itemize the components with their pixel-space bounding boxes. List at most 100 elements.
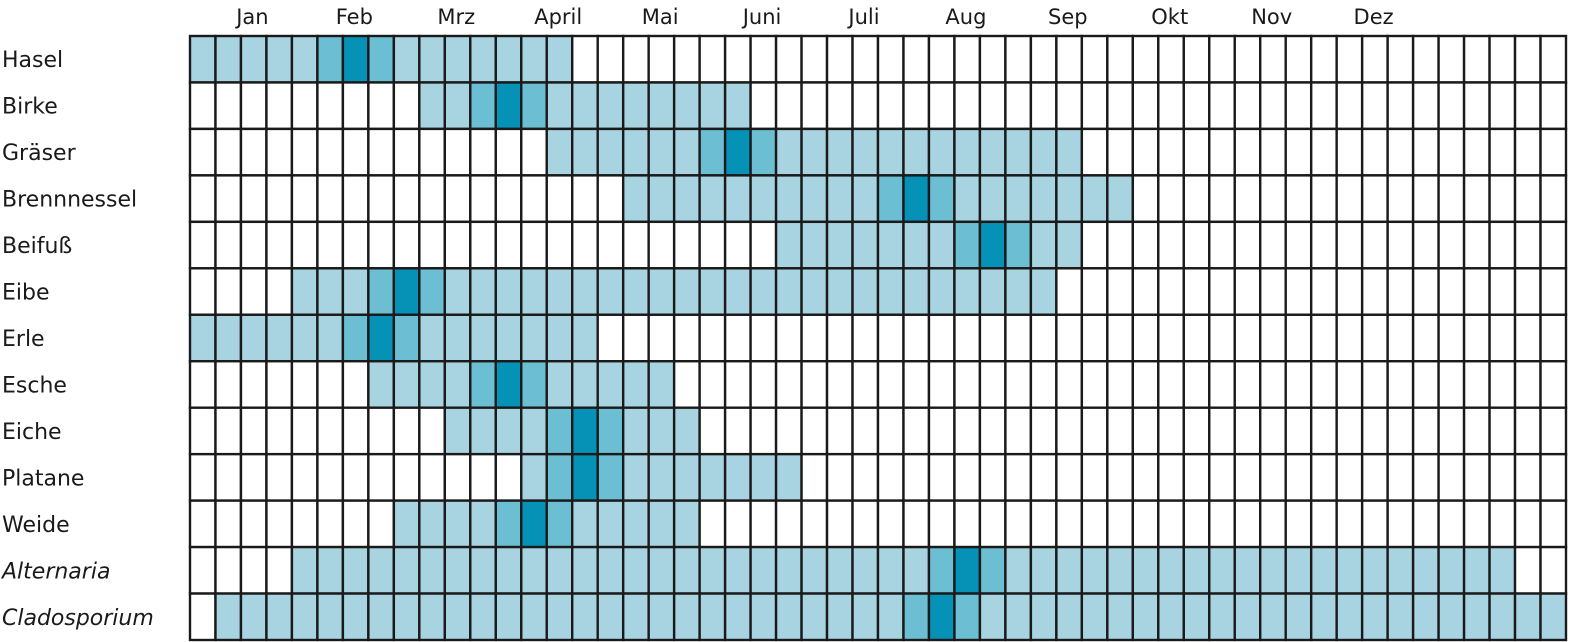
heatmap-cell: [1360, 267, 1389, 316]
heatmap-cell: [316, 313, 345, 363]
heatmap-cell: [316, 174, 345, 224]
heatmap-cell: [367, 174, 396, 224]
heatmap-cell: [749, 34, 778, 84]
heatmap-cell: [443, 127, 472, 177]
heatmap-cell: [800, 313, 829, 363]
heatmap-cell: [1182, 81, 1211, 131]
heatmap-cell: [1106, 592, 1135, 642]
heatmap-cell: [1513, 127, 1542, 177]
heatmap-cell: [290, 545, 319, 595]
heatmap-cell: [239, 174, 268, 224]
heatmap-cell: [851, 499, 880, 549]
heatmap-cell: [1386, 545, 1415, 595]
heatmap-cell: [1106, 360, 1135, 409]
heatmap-cell: [1004, 452, 1033, 502]
heatmap-cell: [953, 220, 982, 270]
heatmap-cell: [1259, 127, 1287, 177]
heatmap-cell: [1411, 220, 1440, 270]
heatmap-cell: [1360, 592, 1389, 642]
heatmap-cell: [290, 360, 319, 409]
heatmap-cell: [1004, 127, 1033, 177]
heatmap-cell: [571, 545, 599, 595]
heatmap-cell: [1513, 267, 1542, 316]
heatmap-cell: [774, 267, 803, 316]
heatmap-cell: [265, 592, 294, 642]
heatmap-cell: [188, 220, 217, 270]
heatmap-cell: [1284, 127, 1313, 177]
heatmap-cell: [1411, 174, 1440, 224]
heatmap-cell: [469, 360, 497, 409]
heatmap-cell: [1259, 220, 1287, 270]
heatmap-cell: [876, 499, 905, 549]
heatmap-cell: [953, 174, 982, 224]
heatmap-cell: [341, 545, 370, 595]
heatmap-cell: [1208, 127, 1236, 177]
heatmap-cell: [851, 220, 880, 270]
heatmap-cell: [774, 220, 803, 270]
row-label-2: Gräser: [2, 141, 77, 166]
heatmap-cell: [723, 360, 752, 409]
heatmap-cell: [188, 81, 217, 131]
heatmap-cell: [621, 220, 650, 270]
heatmap-cell: [520, 592, 548, 642]
heatmap-cell: [1259, 592, 1287, 642]
heatmap-cell: [902, 406, 931, 456]
heatmap-cell: [1309, 545, 1338, 595]
heatmap-cell: [418, 267, 447, 316]
heatmap-cell: [672, 499, 701, 549]
heatmap-cell: [825, 127, 854, 177]
heatmap-cell: [698, 313, 727, 363]
heatmap-cell: [1462, 313, 1491, 363]
heatmap-cell: [214, 545, 243, 595]
heatmap-cell: [214, 360, 243, 409]
heatmap-cell: [1106, 452, 1135, 502]
heatmap-cell: [774, 174, 803, 224]
heatmap-cell: [876, 174, 905, 224]
heatmap-cell: [545, 34, 574, 84]
row-label-4: Beifuß: [2, 234, 72, 259]
heatmap-cell: [978, 313, 1007, 363]
heatmap-cell: [265, 499, 294, 549]
heatmap-cell: [290, 34, 319, 84]
heatmap-cell: [902, 127, 931, 177]
month-label-5: Juni: [741, 5, 782, 29]
heatmap-cell: [1106, 406, 1135, 456]
heatmap-cell: [367, 452, 396, 502]
heatmap-cell: [1106, 499, 1135, 549]
heatmap-cell: [1462, 220, 1491, 270]
heatmap-cell: [392, 174, 421, 224]
heatmap-cell: [443, 220, 472, 270]
heatmap-cell: [1335, 220, 1364, 270]
heatmap-cell: [1029, 34, 1058, 84]
heatmap-cell: [1157, 592, 1185, 642]
heatmap-cell: [1360, 313, 1389, 363]
heatmap-cell: [1284, 592, 1313, 642]
heatmap-cell: [774, 545, 803, 595]
row-label-0: Hasel: [2, 48, 63, 73]
heatmap-cell: [1106, 313, 1135, 363]
heatmap-cell: [1055, 313, 1084, 363]
heatmap-cell: [723, 127, 752, 177]
heatmap-cell: [443, 81, 472, 131]
heatmap-cell: [1386, 81, 1415, 131]
heatmap-cell: [520, 406, 548, 456]
heatmap-cell: [265, 406, 294, 456]
heatmap-cell: [851, 360, 880, 409]
heatmap-cell: [545, 313, 574, 363]
heatmap-cell: [825, 267, 854, 316]
heatmap-cell: [1106, 81, 1135, 131]
heatmap-cell: [341, 452, 370, 502]
heatmap-cell: [1080, 34, 1109, 84]
heatmap-cell: [1437, 313, 1466, 363]
heatmap-cell: [316, 360, 345, 409]
heatmap-cell: [1284, 174, 1313, 224]
heatmap-cell: [698, 34, 727, 84]
heatmap-cell: [698, 220, 727, 270]
heatmap-cell: [188, 360, 217, 409]
heatmap-cell: [927, 360, 956, 409]
heatmap-cell: [520, 174, 548, 224]
heatmap-cell: [698, 545, 727, 595]
heatmap-cell: [494, 452, 523, 502]
heatmap-cell: [851, 81, 880, 131]
heatmap-cell: [672, 313, 701, 363]
